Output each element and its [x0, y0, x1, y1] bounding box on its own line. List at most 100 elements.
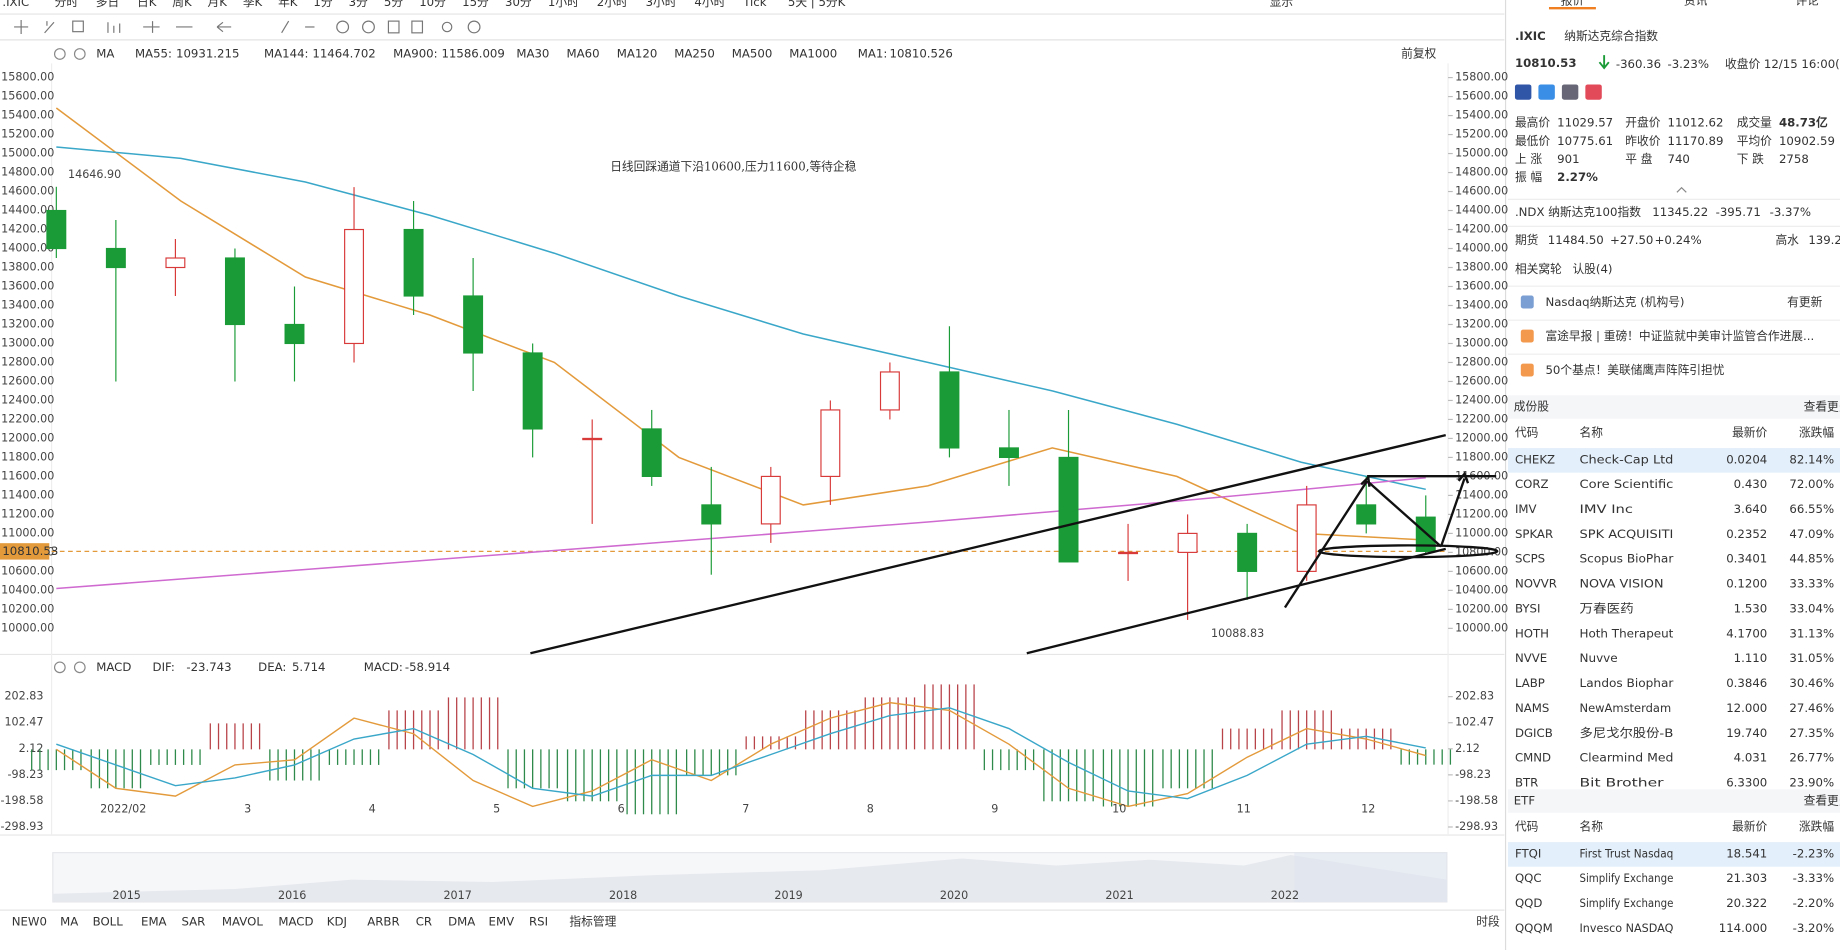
indicator-tab[interactable]: BOLL: [93, 914, 124, 928]
legend-name[interactable]: MACD:: [364, 660, 403, 674]
collapse-icon[interactable]: [1676, 186, 1687, 193]
period-tab[interactable]: 日K: [137, 0, 157, 9]
fib-tool-icon[interactable]: [107, 22, 121, 33]
stock-name[interactable]: Hoth Therapeut: [1579, 626, 1673, 640]
stock-name[interactable]: Simplify Exchange: [1579, 896, 1673, 910]
more-link[interactable]: 查看更多: [1804, 794, 1840, 808]
grid-tool-icon[interactable]: [143, 21, 160, 33]
stock-name[interactable]: Simplify Exchange: [1579, 871, 1673, 885]
period-tab[interactable]: 4小时: [694, 0, 725, 9]
period-tab[interactable]: 1小时: [548, 0, 579, 9]
adjust-toggle[interactable]: 前复权: [1401, 46, 1436, 60]
indicator-tab[interactable]: EMV: [489, 914, 515, 928]
period-tab[interactable]: 5天 | 5分K: [788, 0, 846, 9]
period-tab[interactable]: 多日: [96, 0, 119, 9]
stock-code[interactable]: QQD: [1515, 896, 1542, 910]
session-tab[interactable]: 时段: [1476, 914, 1500, 928]
period-tab[interactable]: 30分: [505, 0, 532, 9]
legend-name[interactable]: MA144:: [264, 46, 308, 60]
settings-icon[interactable]: [467, 20, 481, 34]
market-icon[interactable]: [1514, 84, 1532, 100]
indicator-tab[interactable]: DMA: [448, 914, 475, 928]
legend-name[interactable]: MA60: [567, 46, 600, 60]
indicator-tab[interactable]: KDJ: [327, 914, 347, 928]
indicator-tab[interactable]: NEW0: [12, 914, 47, 928]
period-tab[interactable]: 周K: [172, 0, 192, 9]
indicator-tab[interactable]: MACD: [278, 914, 313, 928]
indicator-tab[interactable]: EMA: [141, 914, 167, 928]
arrow-tool-icon[interactable]: [216, 21, 232, 33]
period-tab[interactable]: 1分: [313, 0, 332, 9]
stock-code[interactable]: DGICB: [1515, 726, 1553, 740]
stock-code[interactable]: NVVE: [1515, 651, 1547, 665]
legend-name[interactable]: MA120: [617, 46, 658, 60]
panel-tab[interactable]: 报价: [1561, 0, 1585, 8]
news-title[interactable]: 50个基点！美联储鹰声阵阵引担忧: [1545, 363, 1724, 377]
legend-name[interactable]: MA250: [674, 46, 715, 60]
shape-tool-icon[interactable]: [72, 20, 84, 33]
stock-name[interactable]: Nuvve: [1579, 651, 1617, 665]
legend-name[interactable]: DEA:: [258, 660, 286, 674]
panel-tab[interactable]: 资讯: [1684, 0, 1708, 8]
line-tool-icon[interactable]: [44, 21, 55, 34]
lock-icon[interactable]: [387, 20, 400, 34]
period-tab[interactable]: 季K: [243, 0, 263, 9]
display-menu[interactable]: 显示: [1270, 0, 1294, 9]
more-link[interactable]: 查看更多: [1804, 399, 1840, 413]
period-tab[interactable]: 分时: [55, 0, 79, 9]
legend-name[interactable]: MA1000: [789, 46, 837, 60]
stock-code[interactable]: NOVVR: [1515, 577, 1557, 591]
stock-name[interactable]: 万春医药: [1579, 601, 1634, 615]
news-title[interactable]: 富途早报 | 重磅！中证监就中美审计监管合作进展...: [1545, 329, 1814, 343]
stock-name[interactable]: SPK ACQUISITI: [1579, 527, 1673, 541]
stock-name[interactable]: 多尼戈尔股份-B: [1579, 726, 1673, 740]
period-tab[interactable]: 月K: [208, 0, 228, 9]
indicator-tab[interactable]: MAVOL: [222, 914, 263, 928]
stock-name[interactable]: IMV Inc: [1579, 502, 1632, 516]
stock-name[interactable]: Core Scientific: [1579, 477, 1673, 491]
period-tab[interactable]: 10分: [419, 0, 446, 9]
navigator-window[interactable]: [1294, 852, 1447, 902]
indicator-tab[interactable]: RSI: [529, 914, 548, 928]
period-tab[interactable]: 3分: [349, 0, 368, 9]
period-tab[interactable]: Tick: [742, 0, 767, 9]
eye-icon[interactable]: [362, 20, 375, 34]
pane-settings[interactable]: [53, 48, 86, 674]
indicator-tab[interactable]: CR: [416, 914, 432, 928]
news-title[interactable]: Nasdaq纳斯达克 (机构号): [1545, 295, 1684, 309]
stock-code[interactable]: QQC: [1515, 871, 1542, 885]
close-icon[interactable]: [73, 661, 86, 674]
warrants-link[interactable]: 认股(4): [1572, 262, 1612, 276]
stock-name[interactable]: Invesco NASDAQ: [1579, 921, 1673, 935]
period-tab[interactable]: 5分: [384, 0, 403, 9]
stock-code[interactable]: SCPS: [1515, 552, 1545, 566]
stock-name[interactable]: Bit Brother: [1579, 775, 1663, 789]
period-tab[interactable]: 15分: [462, 0, 489, 9]
stock-code[interactable]: BYSI: [1515, 601, 1540, 615]
stock-code[interactable]: NAMS: [1515, 701, 1549, 715]
pen-icon[interactable]: [281, 20, 290, 34]
indicator-tab[interactable]: MA: [60, 914, 78, 928]
period-tab[interactable]: 年K: [278, 0, 298, 9]
legend-name[interactable]: MA500: [732, 46, 773, 60]
stock-name[interactable]: First Trust Nasdaq: [1579, 846, 1673, 860]
stock-code[interactable]: LABP: [1515, 676, 1545, 690]
stock-name[interactable]: Scopus BioPhar: [1579, 552, 1673, 566]
stock-name[interactable]: Landos Biophar: [1579, 676, 1673, 690]
trash-icon[interactable]: [411, 20, 424, 34]
link-icon[interactable]: [441, 21, 453, 33]
stock-code[interactable]: SPKAR: [1515, 527, 1553, 541]
market-icon[interactable]: [1585, 84, 1602, 100]
indicator-tab[interactable]: ARBR: [367, 914, 399, 928]
stock-code[interactable]: FTQI: [1515, 846, 1541, 860]
legend-name[interactable]: MA30: [516, 46, 549, 60]
close-icon[interactable]: [73, 48, 86, 60]
market-icon[interactable]: [1561, 84, 1579, 100]
stock-name[interactable]: NOVA VISION: [1579, 577, 1663, 591]
indicator-tab[interactable]: 指标管理: [569, 914, 616, 928]
panel-tab[interactable]: 评论: [1795, 0, 1819, 8]
stock-code[interactable]: QQQM: [1515, 921, 1553, 935]
settings-icon[interactable]: [53, 661, 66, 674]
stock-code[interactable]: HOTH: [1515, 626, 1549, 640]
settings-icon[interactable]: [53, 48, 66, 60]
